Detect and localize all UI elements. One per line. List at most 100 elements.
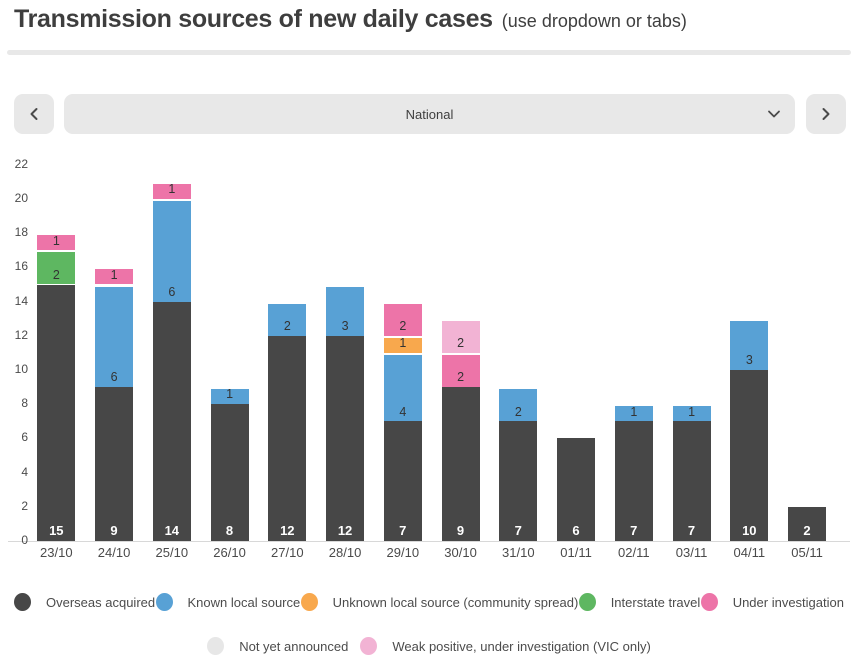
- bar-value-label: 6: [110, 370, 118, 385]
- page-title-main: Transmission sources of new daily cases: [14, 5, 493, 33]
- bar-segment[interactable]: 7: [614, 421, 653, 541]
- bar-value-label: 10: [742, 522, 757, 538]
- y-tick-label: 20: [14, 191, 28, 205]
- bar-segment[interactable]: 1: [210, 387, 249, 405]
- legend-item[interactable]: Under investigation: [700, 593, 844, 611]
- y-tick-label: 2: [21, 498, 28, 513]
- legend-marker: [207, 637, 225, 655]
- bar-value-label: 6: [572, 522, 580, 538]
- bar-segment[interactable]: 10: [730, 370, 769, 541]
- legend-item[interactable]: Unknown local source (community spread): [300, 593, 579, 611]
- bar-segment[interactable]: 3: [730, 318, 769, 370]
- bar-segment[interactable]: 2: [441, 352, 480, 388]
- page-title-note: (use dropdown or tabs): [501, 11, 687, 31]
- bar-value-label: 6: [168, 284, 176, 299]
- legend-row-1: Overseas acquired Known local source Unkno…: [14, 592, 844, 612]
- legend-label: Known local source: [187, 594, 301, 610]
- legend-label: Not yet announced: [239, 638, 349, 654]
- bar-segment[interactable]: 2: [441, 318, 480, 353]
- x-tick-label: 24/10: [97, 545, 131, 560]
- bar-segment[interactable]: 7: [499, 421, 538, 541]
- bar-segment[interactable]: 1: [383, 335, 422, 353]
- bar-segment[interactable]: 2: [268, 301, 307, 336]
- x-tick-label: 02/11: [618, 545, 650, 560]
- bar-segment[interactable]: 7: [672, 421, 711, 541]
- bar-segment[interactable]: 9: [441, 387, 480, 541]
- chevron-down-icon: [768, 110, 780, 118]
- bar-segment[interactable]: 2: [37, 250, 76, 285]
- bar-value-label: 2: [457, 336, 465, 351]
- bar-segment[interactable]: 1: [614, 404, 653, 422]
- bar-segment[interactable]: 9: [95, 387, 134, 541]
- x-tick-label: 27/10: [271, 545, 304, 560]
- x-tick-label: 05/11: [791, 545, 823, 560]
- bar-segment[interactable]: 2: [788, 506, 827, 541]
- bar-value-label: 4: [399, 404, 407, 419]
- bar-segment[interactable]: 1: [95, 267, 134, 285]
- bar-value-label: 1: [52, 233, 60, 248]
- y-tick-label: 12: [14, 327, 28, 342]
- x-tick-label: 28/10: [328, 545, 362, 560]
- next-region-button[interactable]: [806, 94, 846, 134]
- x-tick-label: 29/10: [386, 545, 420, 560]
- bar-segment[interactable]: 3: [326, 284, 365, 336]
- bar-segment[interactable]: 2: [383, 301, 422, 336]
- legend-item[interactable]: Interstate travel: [578, 593, 701, 611]
- chevron-right-icon: [822, 108, 830, 120]
- x-tick-label: 25/10: [155, 545, 189, 560]
- bar-segment[interactable]: 1: [672, 404, 711, 422]
- bar-value-label: 2: [457, 370, 465, 385]
- bar-segment[interactable]: 6: [95, 284, 134, 388]
- bar-value-label: 12: [337, 522, 353, 538]
- bar-segment[interactable]: 1: [37, 233, 76, 251]
- bar-value-label: 1: [110, 267, 118, 282]
- x-tick-label: 30/10: [444, 545, 477, 560]
- bar-segment[interactable]: 2: [499, 387, 538, 422]
- legend-label: Unknown local source (community spread): [332, 594, 579, 610]
- bar-value-label: 1: [399, 336, 407, 351]
- legend-item[interactable]: Weak positive, under investigation (VIC …: [360, 637, 651, 655]
- legend-item[interactable]: Known local source: [155, 593, 301, 611]
- prev-region-button[interactable]: [14, 94, 54, 134]
- y-tick-label: 16: [14, 259, 28, 274]
- bar-segment[interactable]: 1: [152, 181, 191, 199]
- legend-label: Under investigation: [732, 594, 844, 610]
- bar-value-label: 2: [803, 522, 811, 538]
- bar-segment[interactable]: 7: [383, 421, 422, 541]
- page-title: Transmission sources of new daily cases …: [14, 5, 687, 34]
- bar-value-label: 2: [514, 404, 522, 419]
- x-tick-label: 26/10: [213, 545, 246, 560]
- legend-marker: [578, 593, 596, 611]
- region-dropdown[interactable]: National: [64, 94, 795, 134]
- bar-value-label: 1: [168, 182, 176, 197]
- legend-item[interactable]: Overseas acquired: [14, 593, 155, 611]
- bar-segment[interactable]: 4: [383, 352, 422, 422]
- bar-value-label: 1: [688, 404, 696, 419]
- bar-segment[interactable]: 8: [210, 404, 249, 541]
- bar-segment[interactable]: 12: [326, 335, 365, 541]
- x-axis-line: [8, 541, 850, 542]
- region-dropdown-value: National: [405, 106, 454, 122]
- legend-item[interactable]: Not yet announced: [207, 637, 348, 655]
- divider: [7, 50, 851, 55]
- y-tick-label: 6: [21, 430, 28, 445]
- y-tick-label: 4: [21, 464, 28, 479]
- bar-value-label: 7: [630, 522, 638, 538]
- bar-value-label: 12: [280, 522, 295, 538]
- bar-segment[interactable]: 14: [152, 301, 191, 541]
- bar-value-label: 9: [110, 522, 118, 538]
- legend-label: Overseas acquired: [46, 594, 156, 610]
- legend-marker: [14, 593, 31, 611]
- bar-segment[interactable]: 15: [37, 284, 76, 541]
- bar-value-label: 7: [514, 522, 522, 538]
- y-tick-label: 0: [21, 533, 28, 547]
- bar-value-label: 1: [226, 387, 234, 402]
- bar-segment[interactable]: 6: [152, 199, 191, 302]
- bar-value-label: 2: [399, 319, 407, 334]
- legend-label: Interstate travel: [610, 594, 701, 610]
- bar-segment[interactable]: 6: [557, 438, 596, 541]
- bar-segment[interactable]: 12: [268, 335, 307, 541]
- chevron-left-icon: [30, 108, 38, 120]
- y-tick-label: 22: [14, 156, 28, 171]
- legend-marker: [155, 593, 173, 611]
